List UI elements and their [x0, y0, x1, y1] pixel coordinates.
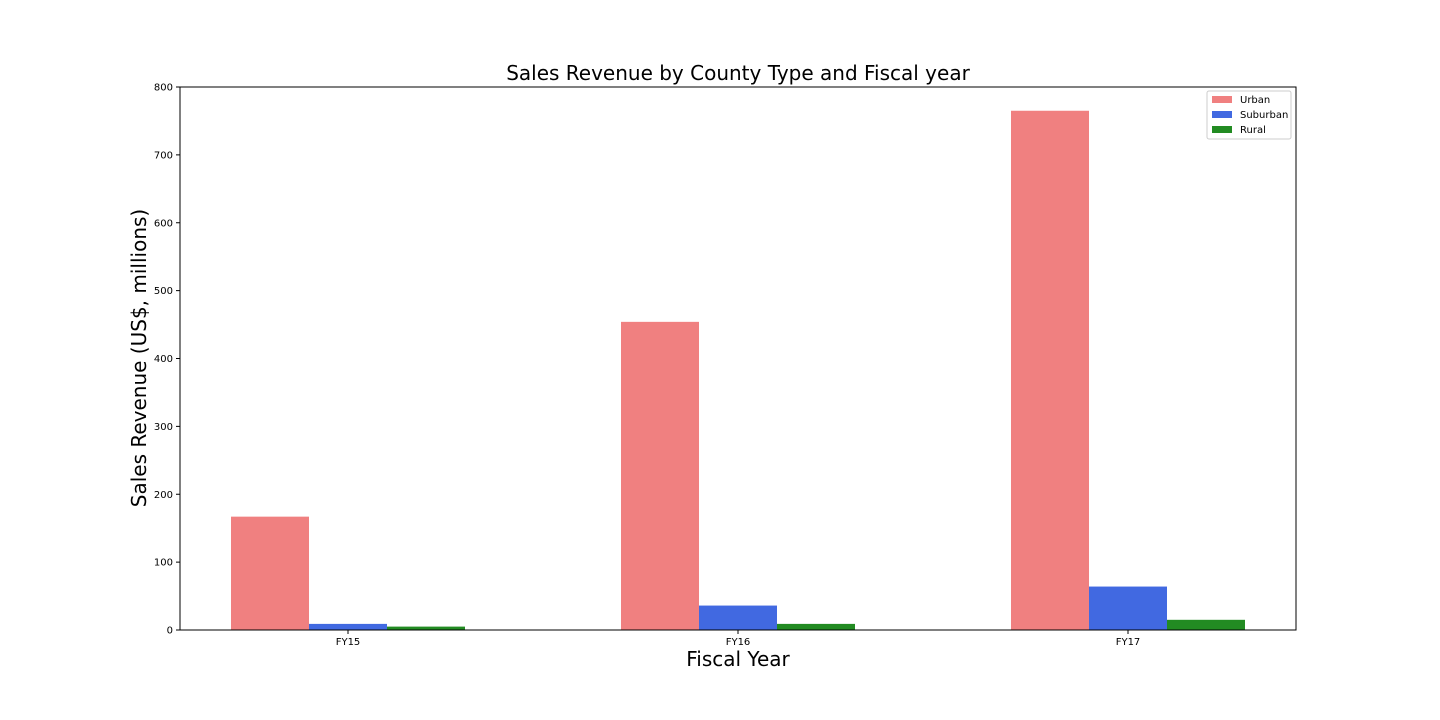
bar-rural-fy17: [1167, 619, 1245, 630]
bar-urban-fy16: [621, 321, 699, 630]
legend-swatch-urban: [1212, 96, 1232, 103]
y-tick-label: 0: [167, 626, 173, 637]
legend: Urban Suburban Rural: [1206, 90, 1292, 140]
y-tick-label: 300: [154, 422, 173, 433]
y-tick-label: 800: [154, 83, 173, 94]
bar-urban-fy15: [231, 516, 309, 630]
bar-suburban-fy16: [699, 605, 777, 630]
y-tick-label: 500: [154, 286, 173, 297]
y-tick-label: 700: [154, 150, 173, 161]
bar-suburban-fy15: [309, 623, 387, 630]
bar-rural-fy15: [387, 626, 465, 630]
legend-swatch-rural: [1212, 126, 1232, 133]
y-axis-label: Sales Revenue (US$, millions): [127, 209, 151, 507]
plot-frame: [179, 86, 1297, 631]
legend-swatch-suburban: [1212, 111, 1232, 118]
y-tick-label: 200: [154, 490, 173, 501]
legend-label-rural: Rural: [1240, 125, 1266, 136]
bars-layer: [231, 110, 1245, 631]
chart-title: Sales Revenue by County Type and Fiscal …: [506, 61, 970, 85]
x-axis-label: Fiscal Year: [686, 647, 790, 671]
x-tick-label: FY16: [726, 637, 751, 648]
legend-label-urban: Urban: [1240, 95, 1270, 106]
legend-label-suburban: Suburban: [1240, 110, 1288, 121]
y-axis: 0 100 200 300 400 500 600 700 800: [154, 83, 180, 637]
bar-rural-fy16: [777, 623, 855, 630]
y-tick-label: 400: [154, 354, 173, 365]
bar-urban-fy17: [1011, 110, 1089, 631]
x-axis: FY15 FY16 FY17: [336, 630, 1141, 648]
x-tick-label: FY15: [336, 637, 361, 648]
bar-suburban-fy17: [1089, 586, 1167, 630]
y-tick-label: 600: [154, 218, 173, 229]
y-tick-label: 100: [154, 558, 173, 569]
x-tick-label: FY17: [1116, 637, 1141, 648]
